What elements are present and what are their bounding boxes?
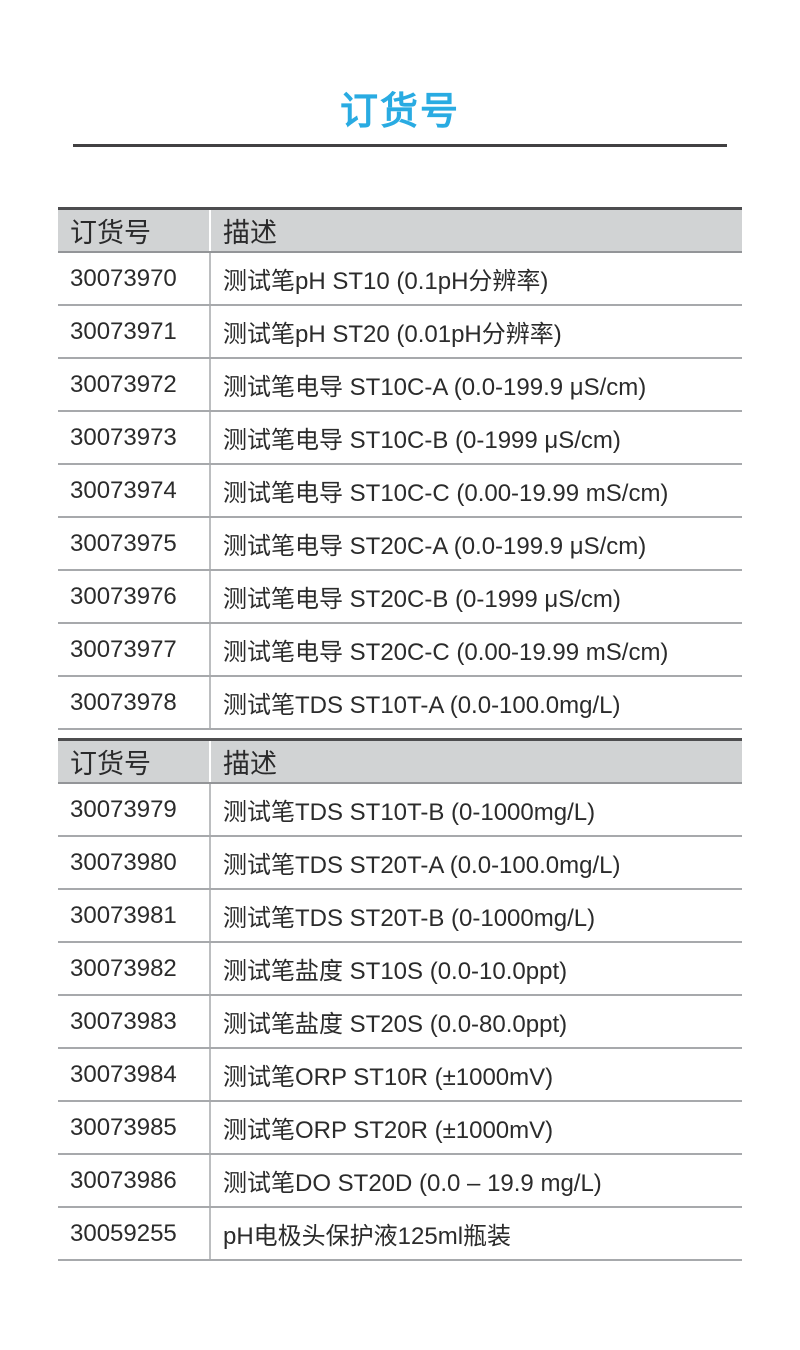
order-number-cell: 30073974 <box>58 464 210 518</box>
table-row: 30073978 测试笔TDS ST10T-A (0.0-100.0mg/L) <box>58 676 742 730</box>
table-row: 30073974 测试笔电导 ST10C-C (0.00-19.99 mS/cm… <box>58 464 742 518</box>
table-header-row: 订货号 描述 <box>58 738 742 784</box>
description-cell: 测试笔盐度 ST10S (0.0-10.0ppt) <box>209 942 742 996</box>
order-table-1: 订货号 描述 30073970 测试笔pH ST10 (0.1pH分辨率) 30… <box>58 207 742 730</box>
order-number-cell: 30073985 <box>58 1101 210 1155</box>
order-number-cell: 30073983 <box>58 995 210 1049</box>
order-number-cell: 30073978 <box>58 676 210 730</box>
description-cell: 测试笔电导 ST10C-A (0.0-199.9 μS/cm) <box>209 358 742 412</box>
table-row: 30073981 测试笔TDS ST20T-B (0-1000mg/L) <box>58 889 742 943</box>
description-cell: 测试笔盐度 ST20S (0.0-80.0ppt) <box>209 995 742 1049</box>
order-number-cell: 30073977 <box>58 623 210 677</box>
description-cell: 测试笔pH ST20 (0.01pH分辨率) <box>209 305 742 359</box>
order-number-cell: 30073986 <box>58 1154 210 1208</box>
order-number-cell: 30073984 <box>58 1048 210 1102</box>
table-row: 30073979 测试笔TDS ST10T-B (0-1000mg/L) <box>58 783 742 837</box>
table-row: 30073983 测试笔盐度 ST20S (0.0-80.0ppt) <box>58 995 742 1049</box>
description-cell: 测试笔电导 ST10C-C (0.00-19.99 mS/cm) <box>209 464 742 518</box>
order-number-cell: 30073980 <box>58 836 210 890</box>
description-header: 描述 <box>209 207 742 253</box>
description-cell: 测试笔TDS ST20T-B (0-1000mg/L) <box>209 889 742 943</box>
order-number-cell: 30073981 <box>58 889 210 943</box>
table-row: 30073986 测试笔DO ST20D (0.0 – 19.9 mg/L) <box>58 1154 742 1208</box>
order-number-cell: 30073976 <box>58 570 210 624</box>
order-number-header: 订货号 <box>58 738 210 784</box>
order-number-cell: 30073971 <box>58 305 210 359</box>
description-header: 描述 <box>209 738 742 784</box>
title-divider <box>73 144 727 147</box>
order-number-cell: 30073979 <box>58 783 210 837</box>
description-cell: 测试笔电导 ST20C-B (0-1999 μS/cm) <box>209 570 742 624</box>
description-cell: 测试笔TDS ST10T-B (0-1000mg/L) <box>209 783 742 837</box>
table-row: 30073976 测试笔电导 ST20C-B (0-1999 μS/cm) <box>58 570 742 624</box>
description-cell: 测试笔ORP ST10R (±1000mV) <box>209 1048 742 1102</box>
description-cell: 测试笔电导 ST20C-A (0.0-199.9 μS/cm) <box>209 517 742 571</box>
order-number-cell: 30073970 <box>58 252 210 306</box>
description-cell: 测试笔ORP ST20R (±1000mV) <box>209 1101 742 1155</box>
description-cell: pH电极头保护液125ml瓶装 <box>209 1207 742 1261</box>
table-row: 30073972 测试笔电导 ST10C-A (0.0-199.9 μS/cm) <box>58 358 742 412</box>
table-header-row: 订货号 描述 <box>58 207 742 253</box>
order-number-cell: 30073973 <box>58 411 210 465</box>
description-cell: 测试笔TDS ST20T-A (0.0-100.0mg/L) <box>209 836 742 890</box>
table-row: 30073971 测试笔pH ST20 (0.01pH分辨率) <box>58 305 742 359</box>
table-row: 30059255 pH电极头保护液125ml瓶装 <box>58 1207 742 1261</box>
table-row: 30073975 测试笔电导 ST20C-A (0.0-199.9 μS/cm) <box>58 517 742 571</box>
table-row: 30073984 测试笔ORP ST10R (±1000mV) <box>58 1048 742 1102</box>
order-number-header: 订货号 <box>58 207 210 253</box>
order-table-2: 订货号 描述 30073979 测试笔TDS ST10T-B (0-1000mg… <box>58 738 742 1261</box>
description-cell: 测试笔pH ST10 (0.1pH分辨率) <box>209 252 742 306</box>
table-row: 30073980 测试笔TDS ST20T-A (0.0-100.0mg/L) <box>58 836 742 890</box>
table-row: 30073970 测试笔pH ST10 (0.1pH分辨率) <box>58 252 742 306</box>
order-number-cell: 30073975 <box>58 517 210 571</box>
table-row: 30073973 测试笔电导 ST10C-B (0-1999 μS/cm) <box>58 411 742 465</box>
order-number-cell: 30059255 <box>58 1207 210 1261</box>
order-number-cell: 30073982 <box>58 942 210 996</box>
page-title: 订货号 <box>339 91 460 133</box>
description-cell: 测试笔电导 ST20C-C (0.00-19.99 mS/cm) <box>209 623 742 677</box>
description-cell: 测试笔电导 ST10C-B (0-1999 μS/cm) <box>209 411 742 465</box>
table-row: 30073985 测试笔ORP ST20R (±1000mV) <box>58 1101 742 1155</box>
description-cell: 测试笔DO ST20D (0.0 – 19.9 mg/L) <box>209 1154 742 1208</box>
order-number-cell: 30073972 <box>58 358 210 412</box>
table-row: 30073977 测试笔电导 ST20C-C (0.00-19.99 mS/cm… <box>58 623 742 677</box>
table-row: 30073982 测试笔盐度 ST10S (0.0-10.0ppt) <box>58 942 742 996</box>
description-cell: 测试笔TDS ST10T-A (0.0-100.0mg/L) <box>209 676 742 730</box>
